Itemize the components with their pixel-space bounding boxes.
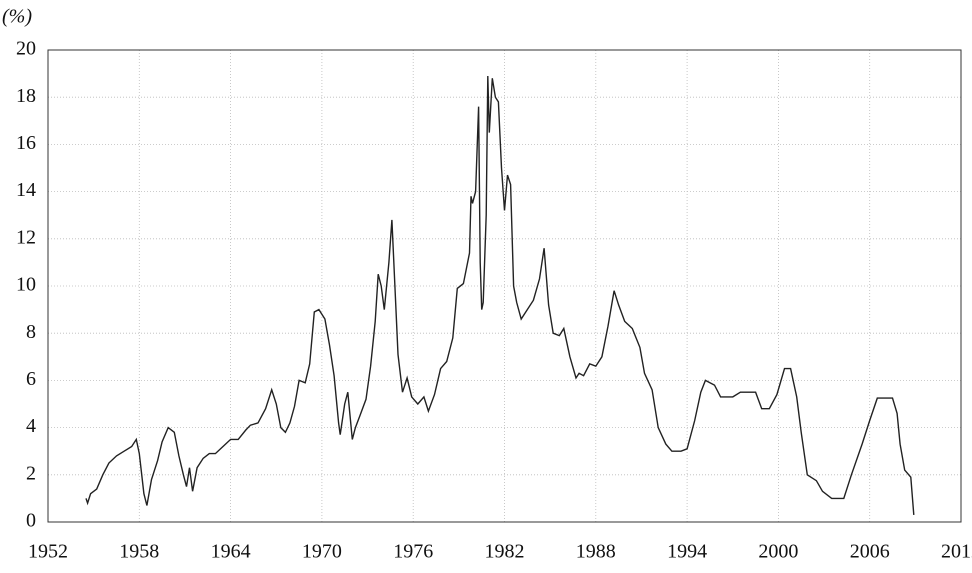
- x-tick-label: 1970: [302, 541, 342, 563]
- y-tick-label: 6: [26, 368, 36, 390]
- y-tick-label: 0: [26, 510, 36, 532]
- y-tick-label: 14: [16, 179, 36, 201]
- y-tick-label: 16: [16, 132, 36, 154]
- x-tick-label: 1994: [667, 541, 707, 563]
- y-tick-label: 12: [16, 226, 36, 248]
- x-tick-label: 2000: [758, 541, 798, 563]
- line: [85, 75, 915, 515]
- x-tick-label: 1958: [119, 541, 159, 563]
- x-tick-label: 2012: [941, 541, 972, 563]
- y-tick-label: 8: [26, 321, 36, 343]
- x-tick-label: 1964: [211, 541, 251, 563]
- x-tick-label: 1952: [28, 541, 68, 563]
- y-tick-label: 18: [16, 85, 36, 107]
- x-tick-label: 2006: [850, 541, 890, 563]
- y-tick-label: 4: [26, 415, 36, 437]
- y-axis-label: (%): [2, 6, 32, 28]
- y-tick-label: 20: [16, 38, 36, 60]
- plot-frame: [47, 49, 962, 523]
- x-tick-label: 1988: [576, 541, 616, 563]
- y-tick-label: 10: [16, 274, 36, 296]
- x-tick-label: 1976: [393, 541, 433, 563]
- y-tick-label: 2: [26, 462, 36, 484]
- x-tick-label: 1982: [485, 541, 525, 563]
